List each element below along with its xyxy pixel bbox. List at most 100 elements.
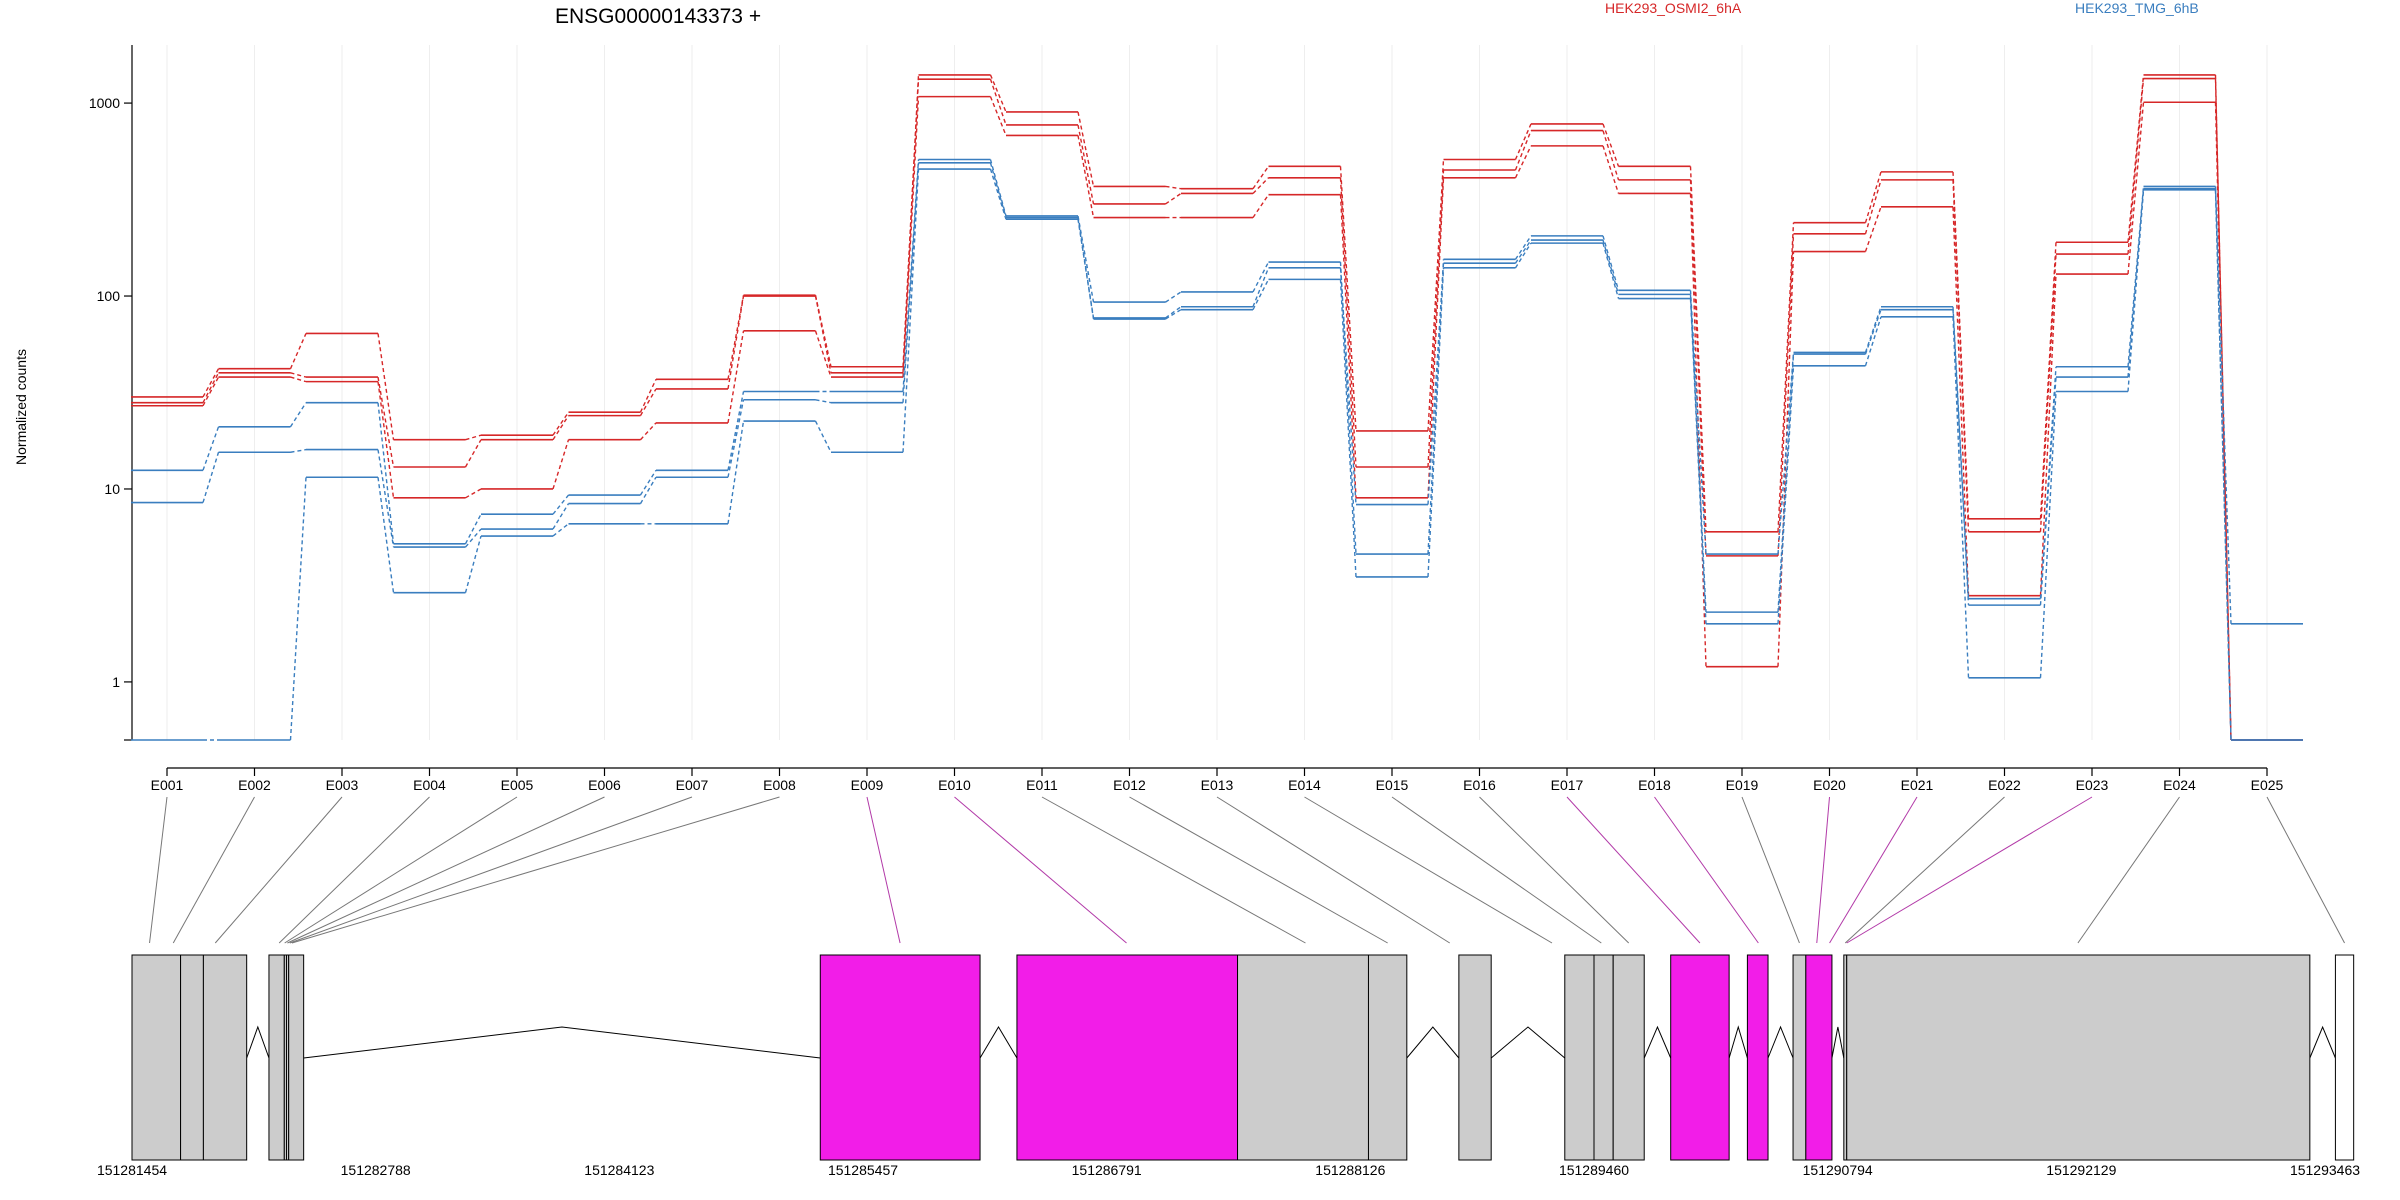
data-connector xyxy=(1602,235,1620,291)
intron-line xyxy=(1490,1026,1566,1059)
gene-model xyxy=(131,954,2355,1161)
plot-axes: 1 10 100 1000 E001 E002 E003 E004 E005 E006 E007 E0… xyxy=(89,45,2284,793)
data-connector xyxy=(377,477,395,593)
exon-link xyxy=(1844,796,2005,944)
data-connector xyxy=(1689,166,1707,532)
data-connector xyxy=(1602,123,1620,167)
data-connector xyxy=(465,488,482,499)
exon-block xyxy=(1846,954,2311,1161)
x-tick-label: E004 xyxy=(413,777,446,793)
data-connector xyxy=(1514,242,1532,269)
x-tick-label: E020 xyxy=(1813,777,1846,793)
x-tick-label: E006 xyxy=(588,777,621,793)
exon-block xyxy=(1564,954,1595,1161)
data-connector xyxy=(989,162,1007,218)
data-connector xyxy=(815,399,832,404)
data-connector xyxy=(1602,145,1620,194)
data-connector xyxy=(1165,309,1182,320)
x-tick-label: E016 xyxy=(1463,777,1496,793)
exon-block xyxy=(1458,954,1492,1161)
data-connector xyxy=(1165,185,1182,190)
exon-link xyxy=(172,796,255,944)
data-connector xyxy=(2214,78,2232,741)
data-connector xyxy=(1339,194,1357,498)
exon-block xyxy=(131,954,182,1161)
exon-link xyxy=(1304,796,1553,944)
exon-block xyxy=(1746,954,1769,1161)
x-tick-label: E014 xyxy=(1288,777,1321,793)
data-connector xyxy=(1514,235,1532,260)
exon-link xyxy=(1566,796,1701,944)
data-connector xyxy=(902,96,920,378)
y-tick-label: 100 xyxy=(97,288,121,304)
exon-link xyxy=(1479,796,1630,944)
data-connector xyxy=(202,376,220,407)
exon-link xyxy=(1391,796,1602,944)
exon-block xyxy=(819,954,981,1161)
data-connector xyxy=(814,330,832,378)
x-tick-label: E012 xyxy=(1113,777,1146,793)
exon-block xyxy=(1805,954,1833,1161)
data-connector xyxy=(465,434,482,441)
data-connector xyxy=(1777,251,1795,667)
exon-link xyxy=(1816,796,1830,944)
coordinate-label: 151285457 xyxy=(828,1162,898,1178)
data-connector xyxy=(1952,206,1970,596)
intron-line xyxy=(2309,1025,2336,1059)
exon-link xyxy=(1654,796,1759,944)
series-lines xyxy=(131,74,2303,741)
data-connector xyxy=(1339,177,1357,468)
data-connector xyxy=(1514,130,1532,171)
data-connector xyxy=(202,426,220,471)
exon-block xyxy=(202,954,248,1161)
data-connector xyxy=(1252,261,1270,293)
exon-block xyxy=(1612,954,1645,1161)
exon-link xyxy=(284,796,518,944)
data-connector xyxy=(639,388,657,416)
data-connector xyxy=(290,448,307,453)
x-tick-label: E018 xyxy=(1638,777,1671,793)
data-connector xyxy=(1427,267,1445,577)
exon-link xyxy=(1741,796,1800,944)
data-connector xyxy=(639,379,657,413)
coordinate-label: 151288126 xyxy=(1315,1162,1385,1178)
data-connector xyxy=(1077,219,1095,320)
data-connector xyxy=(1602,130,1620,181)
data-connector xyxy=(289,333,307,370)
x-tick-label: E010 xyxy=(938,777,971,793)
data-connector xyxy=(464,535,482,593)
data-connector xyxy=(1427,159,1445,431)
data-connector xyxy=(377,381,395,498)
data-connector xyxy=(377,376,395,468)
exon-block xyxy=(1237,954,1369,1161)
data-connector xyxy=(1339,279,1357,577)
data-connector xyxy=(2214,189,2232,741)
intron-line xyxy=(303,1026,821,1059)
exon-link xyxy=(2077,796,2180,944)
exon-link xyxy=(1041,796,1306,944)
coordinate-label: 151284123 xyxy=(584,1162,654,1178)
data-connector xyxy=(1689,193,1707,667)
coordinate-label: 151281454 xyxy=(97,1162,167,1178)
intron-line xyxy=(1831,1026,1845,1059)
coordinate-label: 151292129 xyxy=(2046,1162,2116,1178)
coordinate-label: 151282788 xyxy=(341,1162,411,1178)
data-connector xyxy=(727,295,745,380)
exon-link xyxy=(278,796,430,944)
data-connector xyxy=(902,79,920,373)
coordinate-label: 151293463 xyxy=(2290,1162,2360,1178)
data-connector xyxy=(1777,354,1795,613)
coordinate-label: 151290794 xyxy=(1803,1162,1873,1178)
data-connector xyxy=(989,159,1007,217)
data-connector xyxy=(289,402,307,428)
data-connector xyxy=(552,503,570,530)
data-connector xyxy=(902,162,920,403)
data-connector xyxy=(1864,316,1882,366)
data-connector xyxy=(1427,169,1445,468)
data-connector xyxy=(1252,279,1270,310)
data-connector xyxy=(2127,74,2145,243)
data-connector xyxy=(464,513,482,545)
exon-link xyxy=(954,796,1127,944)
x-tick-label: E007 xyxy=(676,777,709,793)
